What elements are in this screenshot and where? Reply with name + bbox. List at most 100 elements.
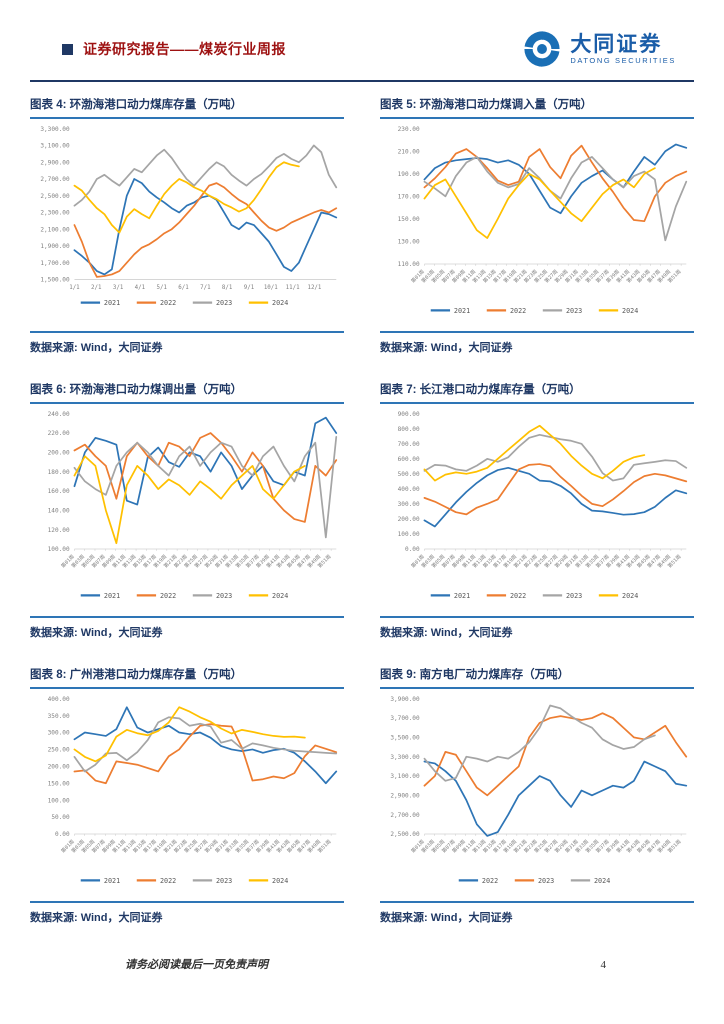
chart-block-5: 图表 5: 环渤海港口动力煤调入量（万吨） 230.00 210.00 190.00… xyxy=(380,92,694,365)
line-chart-south-plants-inventory: 3,900.00 3,700.00 3,500.00 3,300.00 3,100.00… xyxy=(390,696,688,885)
svg-text:700.00: 700.00 xyxy=(398,441,420,448)
data-source-label: 数据来源: Wind，大同证券 xyxy=(380,616,694,650)
svg-text:300.00: 300.00 xyxy=(398,501,420,508)
svg-text:2,700.00: 2,700.00 xyxy=(390,812,420,819)
svg-text:2,300.00: 2,300.00 xyxy=(40,210,70,217)
svg-text:400.00: 400.00 xyxy=(48,696,70,703)
svg-text:100.00: 100.00 xyxy=(48,797,70,804)
svg-text:1,700.00: 1,700.00 xyxy=(40,260,70,267)
svg-text:160.00: 160.00 xyxy=(48,488,70,495)
svg-text:900.00: 900.00 xyxy=(398,411,420,418)
svg-text:3,300.00: 3,300.00 xyxy=(390,754,420,761)
svg-text:180.00: 180.00 xyxy=(48,469,70,476)
chart-block-6: 图表 6: 环渤海港口动力煤调出量（万吨） 240.00 220.00 200.00… xyxy=(30,377,344,650)
square-bullet-icon xyxy=(62,43,73,55)
svg-text:300.00: 300.00 xyxy=(48,730,70,737)
svg-text:2024: 2024 xyxy=(272,877,288,885)
chart-title: 图表 8: 广州港港口动力煤库存量（万吨） xyxy=(30,662,344,690)
data-source-label: 数据来源: Wind，大同证券 xyxy=(30,901,344,935)
data-source-label: 数据来源: Wind，大同证券 xyxy=(30,331,344,365)
svg-text:3,700.00: 3,700.00 xyxy=(390,715,420,722)
svg-text:120.00: 120.00 xyxy=(48,527,70,534)
svg-text:9/1: 9/1 xyxy=(244,285,255,291)
svg-text:11/1: 11/1 xyxy=(286,285,300,291)
svg-text:2022: 2022 xyxy=(510,592,526,600)
footer-disclaimer: 请务必阅读最后一页免责声明 xyxy=(125,959,268,971)
svg-text:12/1: 12/1 xyxy=(307,285,321,291)
svg-text:3/1: 3/1 xyxy=(113,285,124,291)
svg-text:400.00: 400.00 xyxy=(398,486,420,493)
svg-text:110.00: 110.00 xyxy=(398,261,420,268)
svg-text:2,500.00: 2,500.00 xyxy=(390,831,420,838)
line-chart-guangzhou-inventory: 400.00 350.00 300.00 250.00 200.00 150.00 100.… xyxy=(48,696,338,885)
svg-text:2021: 2021 xyxy=(454,592,470,600)
chart-block-8: 图表 8: 广州港港口动力煤库存量（万吨） 400.00 350.00 300.00… xyxy=(30,662,344,935)
svg-text:230.00: 230.00 xyxy=(398,126,420,133)
chart-title: 图表 9: 南方电厂动力煤库存（万吨） xyxy=(380,662,694,690)
svg-text:2,700.00: 2,700.00 xyxy=(40,176,70,183)
chart-block-7: 图表 7: 长江港口动力煤库存量（万吨） 900.00 800.00 700.00 6… xyxy=(380,377,694,650)
chart-title: 图表 7: 长江港口动力煤库存量（万吨） xyxy=(380,377,694,405)
line-chart-bohai-outflow: 240.00 220.00 200.00 180.00 160.00 140.00 120.… xyxy=(48,411,338,600)
svg-text:3,900.00: 3,900.00 xyxy=(390,696,420,703)
charts-grid: 图表 4: 环渤海港口动力煤库存量（万吨） 3,300.00 3,100.00 2,… xyxy=(30,92,694,935)
svg-text:200.00: 200.00 xyxy=(48,450,70,457)
svg-text:220.00: 220.00 xyxy=(48,430,70,437)
chart-block-9: 图表 9: 南方电厂动力煤库存（万吨） 3,900.00 3,700.00 3,50… xyxy=(380,662,694,935)
svg-text:5/1: 5/1 xyxy=(156,285,167,291)
svg-text:0.00: 0.00 xyxy=(55,831,70,838)
svg-text:190.00: 190.00 xyxy=(398,171,420,178)
svg-text:150.00: 150.00 xyxy=(48,780,70,787)
svg-text:2021: 2021 xyxy=(104,592,120,600)
svg-text:2021: 2021 xyxy=(104,299,120,307)
logo-text-en: DATONG SECURITIES xyxy=(570,55,676,65)
svg-text:2,500.00: 2,500.00 xyxy=(40,193,70,200)
svg-text:100.00: 100.00 xyxy=(398,531,420,538)
svg-text:0.00: 0.00 xyxy=(405,546,420,553)
header-title-group: 证券研究报告——煤炭行业周报 xyxy=(30,39,286,59)
report-title: 证券研究报告——煤炭行业周报 xyxy=(83,41,286,57)
chart-title: 图表 5: 环渤海港口动力煤调入量（万吨） xyxy=(380,92,694,119)
svg-text:2024: 2024 xyxy=(622,307,638,315)
svg-text:2023: 2023 xyxy=(538,877,554,885)
svg-text:2024: 2024 xyxy=(272,592,288,600)
line-chart-bohai-inflow: 230.00 210.00 190.00 170.00 150.00 130.00 110.… xyxy=(398,126,688,315)
svg-text:130.00: 130.00 xyxy=(398,239,420,246)
svg-text:2/1: 2/1 xyxy=(91,285,102,291)
svg-text:2022: 2022 xyxy=(510,307,526,315)
svg-text:2023: 2023 xyxy=(566,307,582,315)
svg-text:2023: 2023 xyxy=(566,592,582,600)
header-divider xyxy=(30,80,694,82)
svg-text:2022: 2022 xyxy=(160,877,176,885)
svg-text:210.00: 210.00 xyxy=(398,148,420,155)
svg-text:1/1: 1/1 xyxy=(69,285,80,291)
svg-text:6/1: 6/1 xyxy=(178,285,189,291)
data-source-label: 数据来源: Wind，大同证券 xyxy=(30,616,344,650)
svg-text:3,500.00: 3,500.00 xyxy=(390,735,420,742)
svg-text:2021: 2021 xyxy=(104,877,120,885)
svg-text:2021: 2021 xyxy=(454,307,470,315)
svg-text:2023: 2023 xyxy=(216,592,232,600)
svg-text:2022: 2022 xyxy=(482,877,498,885)
svg-text:4/1: 4/1 xyxy=(135,285,146,291)
svg-text:1,900.00: 1,900.00 xyxy=(40,243,70,250)
svg-text:200.00: 200.00 xyxy=(48,764,70,771)
svg-text:170.00: 170.00 xyxy=(398,193,420,200)
svg-text:140.00: 140.00 xyxy=(48,508,70,515)
chart-title: 图表 6: 环渤海港口动力煤调出量（万吨） xyxy=(30,377,344,405)
svg-text:10/1: 10/1 xyxy=(264,285,278,291)
svg-text:350.00: 350.00 xyxy=(48,713,70,720)
logo-text: 大同证券 DATONG SECURITIES xyxy=(570,34,676,65)
svg-text:50.00: 50.00 xyxy=(51,814,70,821)
data-source-label: 数据来源: Wind，大同证券 xyxy=(380,331,694,365)
svg-text:1,500.00: 1,500.00 xyxy=(40,277,70,284)
svg-text:3,100.00: 3,100.00 xyxy=(40,143,70,150)
datong-logo-icon xyxy=(524,31,560,67)
chart-block-4: 图表 4: 环渤海港口动力煤库存量（万吨） 3,300.00 3,100.00 2,… xyxy=(30,92,344,365)
chart-title: 图表 4: 环渤海港口动力煤库存量（万吨） xyxy=(30,92,344,119)
svg-text:3,300.00: 3,300.00 xyxy=(40,126,70,133)
svg-text:200.00: 200.00 xyxy=(398,516,420,523)
svg-text:2024: 2024 xyxy=(622,592,638,600)
svg-text:3,100.00: 3,100.00 xyxy=(390,773,420,780)
